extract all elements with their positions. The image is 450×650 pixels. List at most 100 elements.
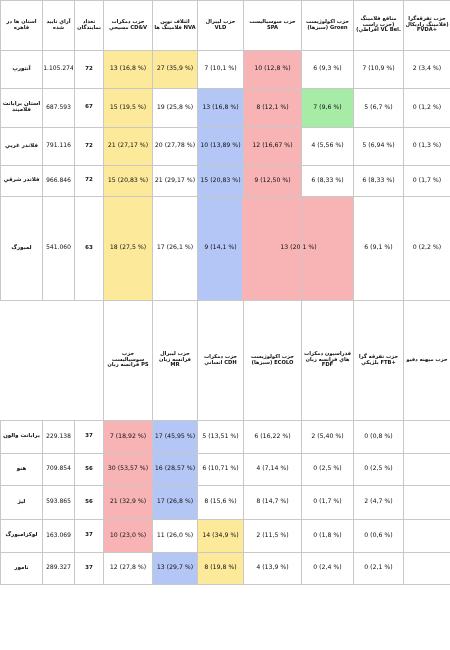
party-result-cell: 4 (13,9 %) — [256, 564, 289, 572]
party-result-cell — [405, 454, 449, 485]
seats-value: 72 — [85, 142, 93, 149]
party-result-cell-fill — [104, 454, 152, 485]
header-party: حزب دمكرات انساني CDH — [203, 354, 238, 366]
party-result-cell: 7 (10,1 %) — [204, 65, 237, 73]
party-result-cell: 7 (10,9 %) — [362, 65, 395, 73]
party-result-cell: 6 (8,33 %) — [311, 176, 344, 184]
column-divider — [301, 420, 302, 584]
party-result-cell-fill — [198, 197, 243, 300]
party-result-cell-fill — [244, 166, 301, 196]
row-divider — [0, 300, 450, 301]
row-divider — [0, 584, 450, 585]
row-divider — [0, 88, 450, 89]
party-result-cell: 13 (16,8 %) — [202, 103, 239, 111]
party-result-cell: 2 (4,7 %) — [364, 498, 393, 506]
party-result-cell-fill — [153, 553, 197, 584]
row-divider — [0, 420, 450, 421]
row-divider — [0, 453, 450, 454]
votes-value: 593.865 — [46, 498, 71, 506]
party-result-cell: 0 (0,8 %) — [364, 432, 393, 440]
column-divider — [197, 300, 198, 420]
column-divider — [103, 300, 104, 420]
header-party: حزب تفرقه‌گرا فلامينگ راديكال) FVDA+ — [405, 16, 449, 34]
votes-value: 1.105.274 — [44, 65, 73, 73]
row-divider — [0, 485, 450, 486]
party-result-cell: 17 (45,95 %) — [154, 432, 196, 440]
party-result-cell-fill — [198, 89, 243, 127]
party-result-cell-fill — [153, 421, 197, 453]
header-party: حزب ميهنه دفيو — [406, 356, 448, 363]
column-divider — [197, 0, 198, 300]
region-label: آنتورپ — [12, 65, 31, 72]
votes-value: 163.069 — [46, 531, 71, 539]
party-result-cell: 8 (14,7 %) — [256, 498, 289, 506]
party-result-cell: 6 (9,3 %) — [313, 65, 342, 73]
row-divider — [0, 127, 450, 128]
party-result-cell: 0 (2,1 %) — [364, 564, 393, 572]
party-result-cell: 2 (3,4 %) — [412, 65, 442, 73]
header-party: فدراسيون دمكرات هاي فرانسه زبان FDF — [304, 351, 351, 369]
party-result-cell-fill — [104, 486, 152, 519]
party-result-cell: 4 (5,56 %) — [311, 142, 344, 150]
seats-value: 72 — [85, 65, 93, 72]
party-result-cell-fill — [104, 166, 152, 196]
votes-value: 791.116 — [46, 142, 71, 150]
region-label: فلاندر غربي — [5, 142, 38, 149]
region-label: نامور — [14, 564, 29, 571]
region-label: لوكزامبورگ — [5, 532, 38, 539]
region-label: فلاندر شرقي — [3, 177, 40, 184]
party-result-cell: 9 (14,1 %) — [204, 244, 237, 252]
party-result-cell: 10 (23,0 %) — [109, 531, 147, 539]
party-result-cell: 8 (15,6 %) — [204, 498, 237, 506]
party-result-cell: 2 (11,5 %) — [256, 531, 289, 539]
header-party: حزب سوسياليست SPA — [249, 19, 296, 31]
votes-value: 966.846 — [46, 176, 71, 184]
party-result-cell-fill — [104, 421, 152, 453]
votes-value: 289.327 — [46, 564, 71, 572]
header-party: حزب سوسياليست فرانسه زبان PS — [107, 351, 149, 369]
column-divider — [0, 0, 1, 300]
row-divider — [0, 0, 450, 1]
party-result-cell: 14 (34,9 %) — [202, 531, 239, 539]
party-result-cell — [405, 520, 449, 552]
seats-value: 37 — [85, 564, 93, 571]
party-result-cell: 9 (12,50 %) — [254, 176, 291, 184]
party-result-cell: 21 (27,17 %) — [107, 142, 149, 150]
party-result-cell-fill — [244, 197, 353, 300]
row-divider — [0, 519, 450, 520]
region-label: استان برابانت فلاميند — [2, 101, 41, 113]
column-divider — [301, 300, 302, 420]
party-result-cell-fill — [244, 89, 301, 127]
header-party: حزب ليبرال فرانسه زبان MR — [159, 351, 191, 369]
header-party: حزب اکولوژیست (سبزها) Groen — [306, 19, 349, 31]
party-result-cell: 0 (0,6 %) — [364, 531, 393, 539]
column-divider — [74, 420, 75, 584]
party-result-cell: 4 (7,14 %) — [256, 465, 289, 473]
party-result-cell: 0 (2,2 %) — [412, 244, 442, 252]
party-result-cell-fill — [104, 128, 152, 165]
party-result-cell — [405, 486, 449, 519]
seats-value: 67 — [85, 104, 93, 111]
party-result-cell-fill — [104, 89, 152, 127]
party-result-cell — [405, 553, 449, 584]
row-divider — [0, 552, 450, 553]
column-divider — [74, 0, 75, 300]
header-party: حزب اکولوژیست (سبزها) ECOLO — [251, 354, 294, 366]
column-divider — [353, 0, 354, 300]
column-divider — [353, 300, 354, 420]
party-result-cell-fill — [198, 553, 243, 584]
row-divider — [0, 165, 450, 166]
party-result-cell: 2 (5,40 %) — [311, 432, 344, 440]
party-result-cell: 8 (19,8 %) — [204, 564, 237, 572]
column-divider — [152, 0, 153, 300]
column-divider — [301, 0, 302, 300]
column-divider — [152, 300, 153, 420]
seats-value: 56 — [85, 498, 93, 505]
party-result-cell-fill — [104, 520, 152, 552]
party-result-cell: 21 (29,17 %) — [154, 176, 196, 184]
party-result-cell-fill — [302, 89, 353, 127]
party-result-cell: 6 (8,33 %) — [362, 176, 395, 184]
column-divider — [403, 420, 404, 584]
party-result-cell: 27 (35,9 %) — [156, 65, 194, 73]
